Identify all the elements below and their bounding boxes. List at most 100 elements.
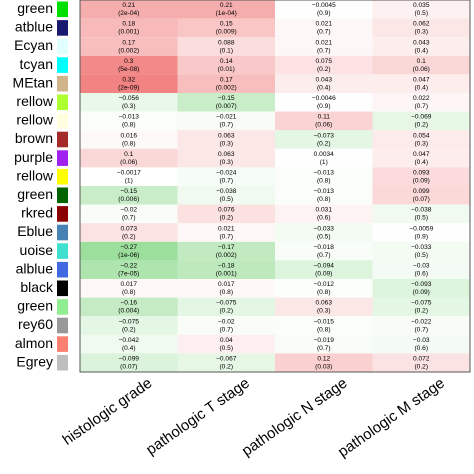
heatmap-cell bbox=[372, 37, 470, 56]
cell-p-value: (0.4) bbox=[414, 47, 428, 54]
heatmap-cell bbox=[80, 0, 178, 19]
cell-p-value: (0.5) bbox=[414, 10, 428, 17]
module-swatch bbox=[57, 168, 68, 185]
cell-value: 0.017 bbox=[120, 281, 137, 288]
heatmap-cell bbox=[275, 316, 373, 335]
cell-value: −0.15 bbox=[218, 95, 235, 102]
module-swatch bbox=[57, 150, 68, 166]
module-swatch bbox=[57, 131, 68, 148]
cell-value: −0.0059 bbox=[409, 225, 433, 232]
row-label: tcyan bbox=[20, 56, 53, 72]
heatmap-cell bbox=[372, 334, 470, 354]
row-label: Ecyan bbox=[14, 37, 53, 53]
row-label: almon bbox=[15, 335, 53, 351]
heatmap-cell bbox=[275, 297, 373, 317]
cell-p-value: (0.9) bbox=[317, 103, 331, 110]
cell-value: −0.013 bbox=[119, 114, 140, 121]
module-swatch bbox=[57, 38, 68, 55]
cell-p-value: (0.3) bbox=[219, 140, 233, 147]
cell-value: −0.024 bbox=[216, 169, 237, 176]
cell-value: −0.069 bbox=[411, 114, 432, 121]
cell-value: −0.021 bbox=[216, 114, 237, 121]
cell-value: −0.02 bbox=[120, 207, 137, 214]
heatmap-cell bbox=[275, 93, 373, 112]
cell-p-value: (1) bbox=[320, 159, 328, 166]
heatmap-cell bbox=[80, 316, 178, 335]
heatmap-cell bbox=[275, 334, 373, 354]
heatmap-cell bbox=[177, 0, 275, 19]
heatmap-cell bbox=[177, 37, 275, 56]
cell-p-value: (0.6) bbox=[414, 345, 428, 352]
cell-value: −0.033 bbox=[411, 244, 432, 251]
heatmap-cell bbox=[275, 279, 373, 298]
heatmap-cell bbox=[80, 297, 178, 317]
cell-p-value: (0.06) bbox=[315, 122, 332, 129]
cell-p-value: (0.5) bbox=[219, 345, 233, 352]
module-swatch bbox=[57, 187, 68, 204]
heatmap-cell bbox=[372, 130, 470, 149]
cell-value: 0.022 bbox=[413, 95, 430, 102]
heatmap-cell bbox=[275, 111, 373, 131]
cell-value: −0.18 bbox=[218, 262, 235, 269]
cell-p-value: (0.3) bbox=[414, 140, 428, 147]
cell-value: 0.3 bbox=[124, 58, 133, 65]
cell-p-value: (0.001) bbox=[118, 29, 139, 36]
cell-p-value: (0.7) bbox=[317, 47, 331, 54]
heatmap-cell bbox=[275, 0, 373, 19]
cell-p-value: (0.7) bbox=[219, 177, 233, 184]
cell-p-value: (0.002) bbox=[216, 252, 237, 259]
cell-p-value: (1e-06) bbox=[118, 252, 139, 259]
heatmap-cell bbox=[80, 334, 178, 354]
heatmap-cell bbox=[275, 74, 373, 93]
cell-p-value: (0.07) bbox=[413, 196, 430, 203]
heatmap-cell bbox=[177, 18, 275, 38]
cell-p-value: (0.09) bbox=[413, 177, 430, 184]
cell-value: 0.062 bbox=[413, 21, 430, 28]
column-label: histologic grade bbox=[59, 375, 155, 449]
heatmap-cell bbox=[177, 111, 275, 131]
cell-value: 0.016 bbox=[120, 132, 137, 139]
row-label: rellow bbox=[16, 167, 53, 183]
cell-p-value: (0.7) bbox=[219, 122, 233, 129]
heatmap-cell bbox=[275, 18, 373, 38]
heatmap-cell bbox=[372, 55, 470, 75]
cell-p-value: (0.01) bbox=[218, 66, 235, 73]
row-label: Eblue bbox=[17, 223, 53, 239]
column-label: pathologic T stage bbox=[143, 375, 253, 459]
cell-value: −0.018 bbox=[314, 244, 335, 251]
column-label: pathologic M stage bbox=[335, 375, 448, 461]
row-label: green bbox=[17, 298, 53, 314]
heatmap-cell bbox=[80, 37, 178, 56]
heatmap-cell bbox=[80, 279, 178, 298]
cell-p-value: (5e-08) bbox=[118, 66, 139, 73]
heatmap-cell bbox=[372, 93, 470, 112]
cell-p-value: (0.5) bbox=[414, 252, 428, 259]
cell-p-value: (0.8) bbox=[219, 289, 233, 296]
heatmap-cell bbox=[80, 18, 178, 38]
cell-p-value: (0.002) bbox=[118, 47, 139, 54]
cell-value: 0.32 bbox=[122, 76, 135, 83]
cell-value: 0.1 bbox=[124, 151, 133, 158]
row-label: rkred bbox=[21, 205, 53, 221]
cell-value: 0.063 bbox=[218, 151, 235, 158]
cell-p-value: (0.7) bbox=[219, 233, 233, 240]
heatmap-cell bbox=[275, 223, 373, 242]
heatmap-cell bbox=[80, 353, 178, 372]
module-swatch bbox=[57, 336, 68, 352]
cell-p-value: (0.8) bbox=[122, 289, 136, 296]
cell-p-value: (0.7) bbox=[317, 345, 331, 352]
column-label: pathologic N stage bbox=[239, 375, 351, 460]
cell-p-value: (0.09) bbox=[413, 289, 430, 296]
heatmap-cell bbox=[177, 260, 275, 279]
cell-p-value: (0.007) bbox=[216, 103, 237, 110]
cell-p-value: (0.7) bbox=[414, 326, 428, 333]
heatmap-cell bbox=[80, 223, 178, 242]
cell-value: 0.073 bbox=[120, 225, 137, 232]
cell-value: −0.0017 bbox=[117, 169, 141, 176]
cell-p-value: (0.2) bbox=[219, 363, 233, 370]
cell-value: 0.043 bbox=[413, 39, 430, 46]
heatmap-cell bbox=[177, 334, 275, 354]
heatmap-border bbox=[79, 0, 471, 373]
cell-value: 0.063 bbox=[315, 300, 332, 307]
